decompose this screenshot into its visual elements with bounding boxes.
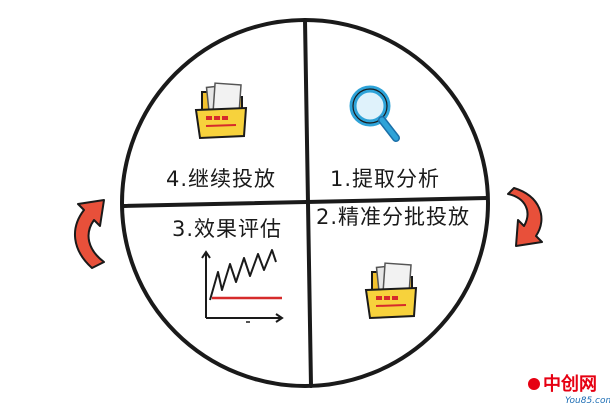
- circular-arrow-icon: [507, 187, 543, 247]
- magnifier-icon: [349, 85, 400, 142]
- label-continue-delivery: 4.继续投放: [166, 167, 276, 191]
- watermark-site: You85.com: [565, 396, 610, 406]
- line-chart-icon: [201, 249, 284, 323]
- label-extract-analysis: 1.提取分析: [330, 167, 440, 191]
- cycle-circle: [120, 18, 490, 388]
- folder-icon: [194, 82, 248, 140]
- watermark: 中创网 You85.com: [522, 366, 610, 408]
- label-precise-batch-delivery: 2.精准分批投放: [316, 205, 470, 229]
- circular-arrow-icon: [73, 199, 105, 269]
- watermark-title: 中创网: [543, 373, 597, 395]
- folder-icon: [364, 262, 418, 320]
- label-effect-evaluation: 3.效果评估: [172, 217, 282, 241]
